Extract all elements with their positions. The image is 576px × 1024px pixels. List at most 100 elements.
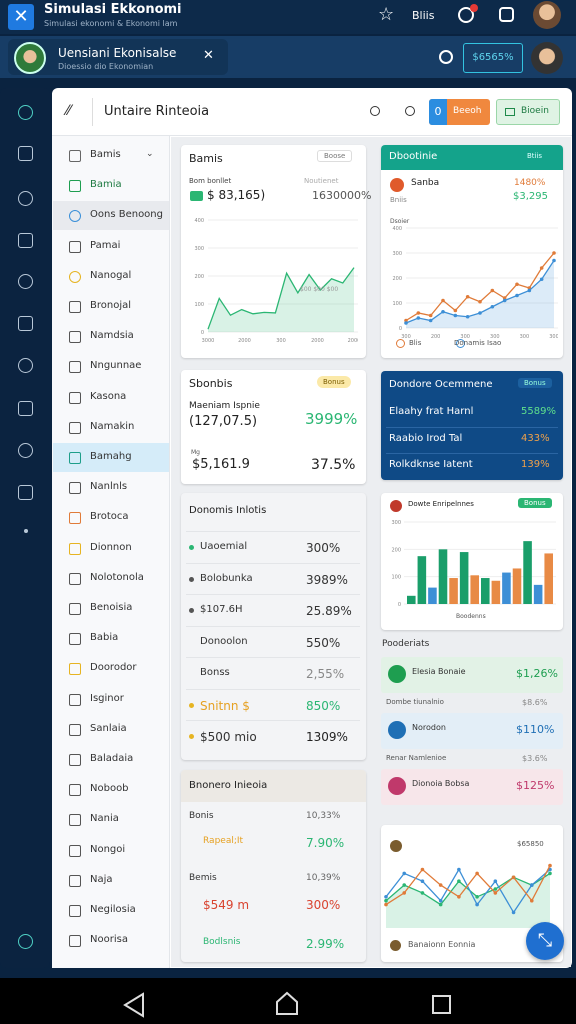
y-tick-label: 0 [398,602,401,606]
header-close[interactable]: ✕ [203,48,214,63]
point [402,871,407,876]
button-icon [505,108,515,116]
card-title: Donomis Inlotis [189,505,267,516]
badge: Bonus [518,498,552,508]
sidebar-item[interactable]: Brotoca [90,511,129,523]
product-note: Renar Namlenioe [386,754,447,762]
line [385,872,551,906]
divider [386,426,558,428]
x-tick-label: 2000 [348,338,358,344]
point [515,282,519,287]
sidebar-item[interactable]: Namdsia [90,330,134,342]
sidebar-item[interactable]: Nngunnae [90,360,142,372]
sidebar-item[interactable]: Baladaia [90,753,134,764]
sidebar-item[interactable]: Nongoi [90,843,126,855]
point [416,311,421,315]
sidebar-icon [69,270,81,283]
sidebar-icon [69,572,81,585]
sidebar-item[interactable]: Sanlaia [90,722,127,734]
menu-icon[interactable]: ⁄⁄ [66,103,71,119]
sidebar-item[interactable]: Bamahg [90,451,132,462]
sidebar-icon [69,331,81,344]
y-tick-label: 400 [194,218,204,224]
sidebar-item[interactable]: Negilosia [90,904,136,915]
sidebar-item[interactable]: Nanlnls [90,481,128,493]
sidebar-item[interactable]: Benoisia [90,602,133,613]
nav-icon[interactable] [18,316,33,331]
line [385,865,551,906]
legend-label: Donamis Isao [454,339,502,347]
nav-icon[interactable] [18,274,33,289]
y-tick-label: 0 [201,330,204,336]
green-button[interactable]: Bioein [496,99,560,125]
sidebar-item[interactable]: Noorisa [90,934,128,946]
row-label: Bemis [189,873,217,883]
bar [533,584,543,604]
orange-button[interactable]: 0 Beeoh [429,99,490,125]
header-avatar-right[interactable] [531,42,563,74]
badge: Boose [317,150,353,162]
x-tick-label: 2000 [238,338,251,344]
nav-icon[interactable] [18,401,33,416]
header-button[interactable]: $6565% [463,43,523,73]
nav-icon[interactable] [18,485,33,500]
app-bar [0,0,576,34]
app-icon[interactable] [499,7,514,22]
card [381,145,563,358]
value: $3,295 [513,191,548,202]
divider [186,625,360,627]
sidebar-item[interactable]: Bronojal [90,300,132,311]
sidebar-item[interactable]: Oons Benoong [90,209,163,221]
star-icon[interactable]: ☆ [378,4,395,25]
notify-icon[interactable] [458,7,474,23]
nav-icon[interactable] [18,191,33,206]
nav-icon[interactable] [18,233,33,248]
system-nav [0,978,576,1024]
close-button[interactable]: ✕ [8,4,34,30]
row-marker [189,734,194,739]
point [511,875,516,880]
sidebar-item[interactable]: Namakin [90,420,135,432]
row-label: Rolkdknse Iatent [389,459,473,470]
product-value: $1,26% [516,667,558,680]
nav-icon[interactable] [18,934,33,949]
nav-icon[interactable] [18,146,33,161]
nav-icon[interactable] [18,105,33,120]
sidebar-item[interactable]: Pamai [90,239,121,251]
point [490,288,495,293]
point [428,318,433,323]
value: (127,07.5) [189,414,258,429]
status-text: Bliis [412,9,435,22]
sidebar-item[interactable]: Bamia [90,179,122,191]
avatar[interactable] [533,1,561,29]
search-icon[interactable] [405,106,415,116]
nav-icon[interactable] [18,443,33,458]
amount: $5,161.9 [192,457,250,472]
fab[interactable]: ⤡ [526,922,564,960]
x-tick-label: 3000 [202,338,215,344]
sidebar-item[interactable]: Isginor [90,692,124,704]
legend-swatch [396,339,405,348]
row-marker [189,545,194,550]
bar [407,595,416,604]
product-name: Dionoia Bobsa [412,779,470,788]
item-icon [390,178,404,192]
badge: Bonus [518,378,552,388]
sidebar-item[interactable]: Babia [90,632,119,644]
point [529,898,534,903]
point [529,883,534,887]
sidebar-item[interactable]: Nania [90,813,119,825]
search-icon[interactable] [370,106,380,116]
sidebar-item[interactable]: Naja [90,873,113,885]
sidebar-item[interactable]: Bamis [90,149,121,160]
sidebar-active [53,443,169,472]
sidebar-item[interactable]: Doorodor [90,662,137,674]
target-icon[interactable] [439,50,453,64]
point [402,891,407,895]
sidebar-item[interactable]: Nolotonola [90,571,144,583]
sidebar-item[interactable]: Noboob [90,783,129,795]
sidebar-item[interactable]: Kasona [90,390,127,402]
sidebar-item[interactable]: Nanogal [90,269,132,281]
nav-icon[interactable] [18,358,33,373]
sidebar-item[interactable]: Dionnon [90,541,132,553]
